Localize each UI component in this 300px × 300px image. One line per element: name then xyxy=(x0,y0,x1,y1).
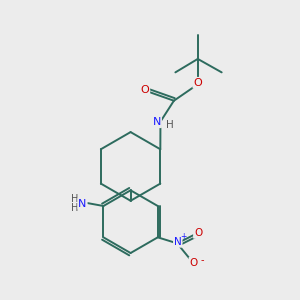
Text: O: O xyxy=(194,78,202,88)
Text: H: H xyxy=(166,120,174,130)
Text: H: H xyxy=(71,203,79,213)
Text: O: O xyxy=(190,258,198,268)
Text: +: + xyxy=(181,232,187,241)
Text: H: H xyxy=(71,194,79,204)
Text: O: O xyxy=(194,228,202,238)
Text: N: N xyxy=(153,117,161,127)
Text: N: N xyxy=(174,237,182,247)
Text: -: - xyxy=(200,255,204,265)
Text: N: N xyxy=(78,199,87,208)
Text: O: O xyxy=(140,85,149,95)
